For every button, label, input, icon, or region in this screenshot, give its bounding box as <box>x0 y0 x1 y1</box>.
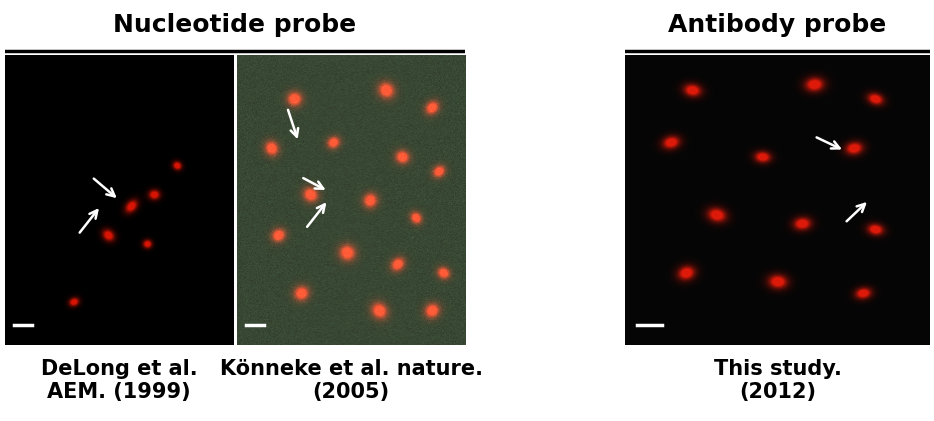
Text: Nucleotide probe: Nucleotide probe <box>113 13 357 37</box>
Text: Antibody probe: Antibody probe <box>669 13 886 37</box>
Text: This study.
(2012): This study. (2012) <box>714 359 842 402</box>
Text: Könneke et al. nature.
(2005): Könneke et al. nature. (2005) <box>219 359 483 402</box>
Text: DeLong et al.
AEM. (1999): DeLong et al. AEM. (1999) <box>41 359 197 402</box>
